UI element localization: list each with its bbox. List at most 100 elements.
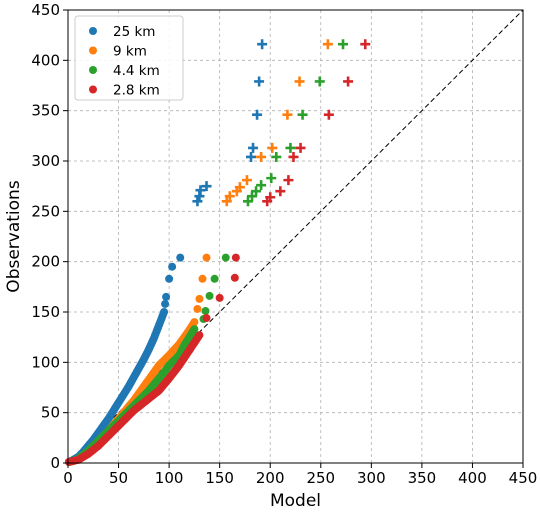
legend-label: 2.8 km <box>113 83 160 99</box>
data-point <box>195 331 204 340</box>
plus-marker <box>252 109 263 120</box>
x-tick-label: 350 <box>408 469 437 487</box>
plot-frame <box>67 9 524 464</box>
plus-marker <box>343 76 354 87</box>
legend-entry-1: 9 km <box>89 44 147 60</box>
grid <box>68 10 523 463</box>
plus-marker <box>246 151 257 162</box>
legend-marker <box>89 27 97 35</box>
data-point <box>161 299 170 308</box>
plus-marker <box>251 186 262 197</box>
plus-marker <box>242 196 253 207</box>
data-point <box>190 325 199 334</box>
y-tick-label: 300 <box>31 152 60 170</box>
x-tick-label: 0 <box>63 469 73 487</box>
plus-marker <box>294 76 305 87</box>
data-point <box>215 293 224 302</box>
plus-marker <box>282 109 293 120</box>
x-tick-label: 50 <box>109 469 128 487</box>
plus-marker <box>288 151 299 162</box>
data-point <box>190 318 199 327</box>
x-tick-label: 400 <box>458 469 487 487</box>
plus-marker <box>195 185 206 196</box>
data-point <box>193 304 202 313</box>
data-point <box>160 308 169 316</box>
plus-marker <box>275 186 286 197</box>
series-1 <box>65 39 333 466</box>
plus-marker <box>283 175 294 186</box>
data-point <box>210 274 219 283</box>
legend-entry-0: 25 km <box>89 24 155 40</box>
legend-marker <box>89 66 97 74</box>
y-tick-label: 250 <box>31 202 60 220</box>
y-tick-label: 0 <box>50 454 60 472</box>
x-tick-label: 200 <box>256 469 285 487</box>
plus-marker <box>266 173 277 184</box>
legend-entry-3: 2.8 km <box>89 83 160 99</box>
legend-marker <box>89 46 97 55</box>
y-tick-label: 150 <box>31 303 60 321</box>
plus-marker <box>257 39 268 50</box>
data-point <box>221 253 230 262</box>
plus-marker <box>256 151 267 162</box>
data-point <box>198 274 207 283</box>
legend-marker <box>89 85 97 94</box>
plus-marker <box>322 39 333 50</box>
y-tick-label: 100 <box>31 353 60 371</box>
plus-marker <box>338 39 349 50</box>
series-3 <box>65 39 371 466</box>
series-2 <box>65 39 349 466</box>
y-tick-label: 50 <box>41 404 60 422</box>
data-point <box>202 314 211 323</box>
y-axis-label: Observations <box>4 180 24 293</box>
plus-marker <box>221 196 232 207</box>
axis-ticks: 0 50 100 150 200 250 300 350 400 450 0 50 100 150 200 2… <box>31 1 537 487</box>
y-tick-label: 450 <box>31 1 60 19</box>
x-tick-label: 250 <box>306 469 335 487</box>
plus-marker <box>267 142 278 153</box>
legend-box <box>74 15 184 101</box>
plus-marker <box>297 109 308 120</box>
series-0 <box>65 39 268 466</box>
data-point <box>165 274 174 283</box>
data-point <box>162 292 171 301</box>
x-tick-label: 100 <box>155 469 184 487</box>
plus-marker <box>247 191 258 202</box>
plus-marker <box>271 151 282 162</box>
plus-marker <box>360 39 371 50</box>
y-tick-label: 200 <box>31 253 60 271</box>
plus-marker <box>323 109 334 120</box>
plus-marker <box>248 142 259 153</box>
plus-marker <box>295 142 306 153</box>
plus-marker <box>234 182 245 193</box>
plus-marker <box>265 192 276 203</box>
data-point <box>231 253 240 262</box>
legend: 25 km 9 km 4.4 km 2.8 km <box>74 15 184 101</box>
legend-entry-2: 4.4 km <box>89 63 160 79</box>
y-tick-label: 350 <box>31 102 60 120</box>
plus-marker <box>201 181 212 192</box>
plus-marker <box>285 142 296 153</box>
plus-marker <box>256 180 267 191</box>
plus-marker <box>224 191 235 202</box>
data-point <box>168 262 177 271</box>
data-point <box>202 253 211 262</box>
legend-label: 9 km <box>113 44 147 60</box>
data-point <box>205 291 214 300</box>
data-point <box>201 306 210 315</box>
x-axis-label: Model <box>270 491 321 511</box>
plus-marker <box>314 76 325 87</box>
x-tick-label: 300 <box>357 469 386 487</box>
legend-label: 25 km <box>113 24 155 40</box>
x-tick-label: 150 <box>205 469 234 487</box>
data-point <box>230 273 239 282</box>
data-points <box>65 39 371 466</box>
plus-marker <box>192 196 203 207</box>
data-point <box>176 253 185 262</box>
plus-marker <box>254 76 265 87</box>
data-point <box>195 294 204 303</box>
legend-label: 4.4 km <box>113 63 160 79</box>
plus-marker <box>241 175 252 186</box>
y-tick-label: 400 <box>31 51 60 69</box>
